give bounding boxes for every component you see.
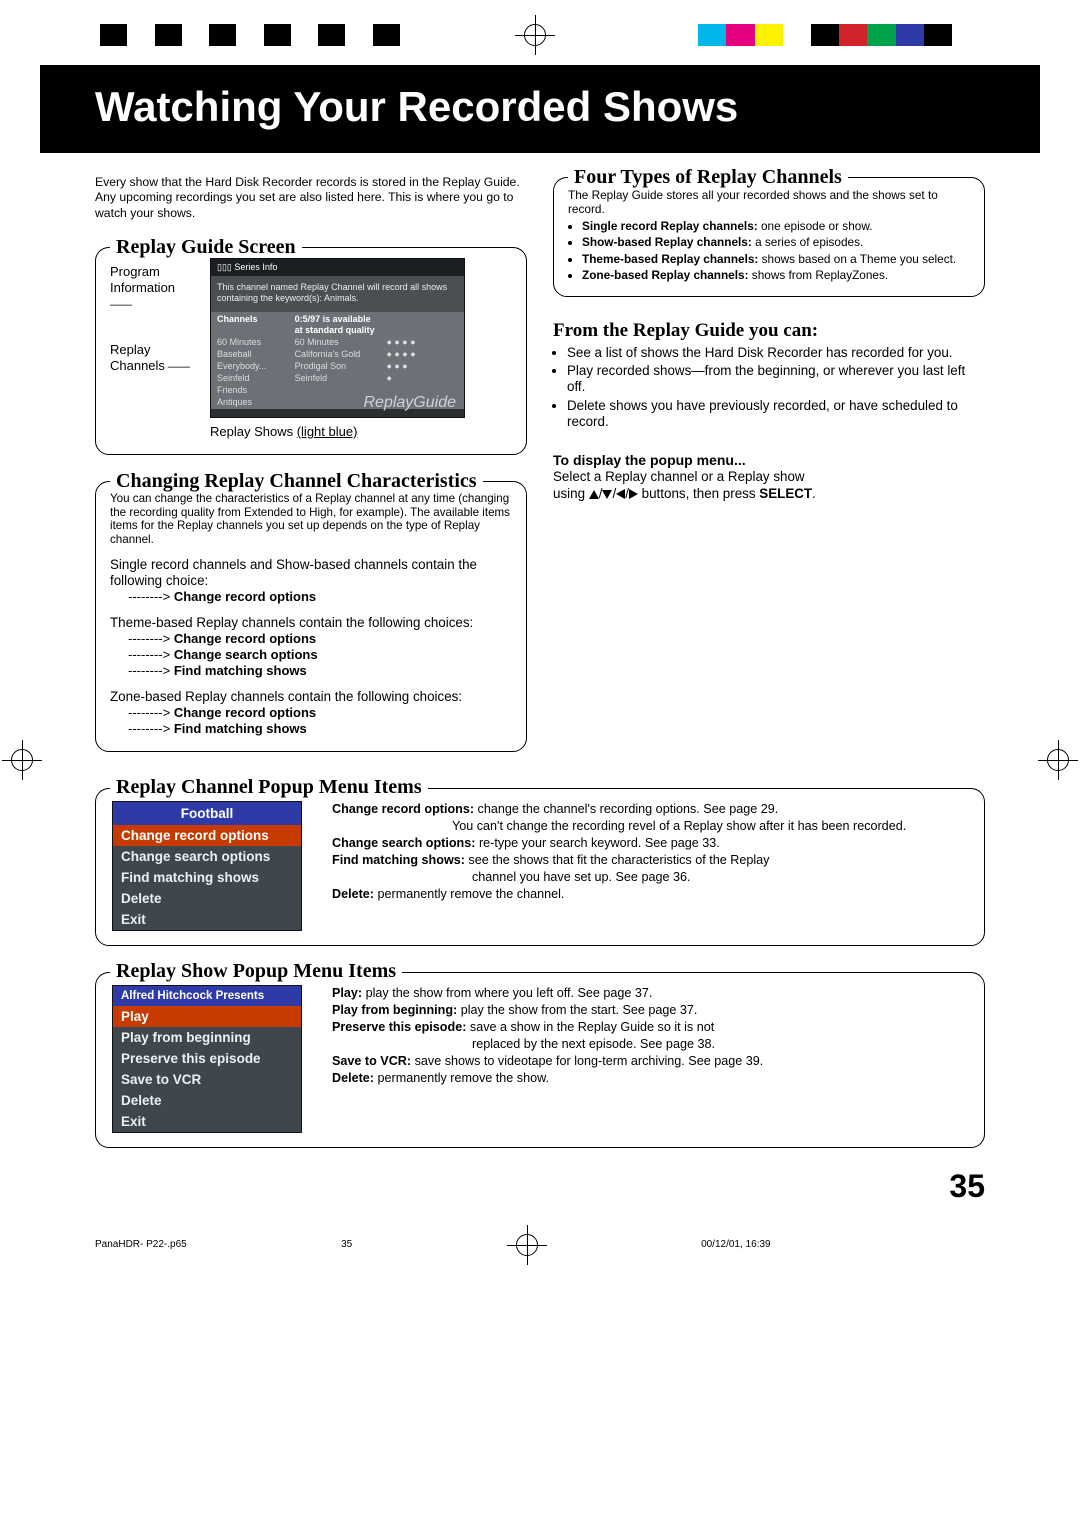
replayguide-caption: Replay Shows (light blue) [210,424,512,440]
reg-mark-right [1038,740,1078,780]
heading-changing: Changing Replay Channel Characteristics [110,469,483,493]
heading-show-popup: Replay Show Popup Menu Items [110,960,402,983]
reg-mark-left [2,740,42,780]
popup-p1: Select a Replay channel or a Replay show [553,469,985,485]
option-line: --------> Change search options [128,647,512,663]
def-item: Save to VCR: save shows to videotape for… [332,1053,968,1070]
four-type-item: Theme-based Replay channels: shows based… [582,252,970,266]
box-changing-characteristics: Changing Replay Channel Characteristics … [95,481,527,752]
footer-pg: 35 [341,1239,352,1250]
four-type-item: Zone-based Replay channels: shows from R… [582,268,970,282]
def-item: Delete: permanently remove the channel. [332,886,968,903]
option-line: --------> Find matching shows [128,721,512,737]
option-line: --------> Change record options [128,705,512,721]
page-number: 35 [40,1168,985,1205]
footer: PanaHDR- P22-.p65 35 00/12/01, 16:39 [40,1205,1040,1273]
def-item: Change record options: change the channe… [332,801,968,818]
label-program-info: Program Information [110,264,200,313]
from-guide-item: Play recorded shows—from the beginning, … [567,363,985,396]
def-item: Preserve this episode: save a show in th… [332,1019,968,1036]
heading-popup-display: To display the popup menu... [553,452,985,469]
changing-p1: You can change the characteristics of a … [110,492,512,548]
def-item: Play: play the show from where you left … [332,985,968,1002]
heading-replay-guide: Replay Guide Screen [110,235,302,259]
page-title: Watching Your Recorded Shows [95,83,985,131]
four-p: The Replay Guide stores all your recorde… [568,188,970,217]
from-guide-item: See a list of shows the Hard Disk Record… [567,345,985,361]
print-color-bars [40,20,1040,50]
heading-channel-popup: Replay Channel Popup Menu Items [110,776,428,799]
changing-p4: Zone-based Replay channels contain the f… [110,689,512,705]
changing-p3: Theme-based Replay channels contain the … [110,615,512,631]
show-menu-screenshot: Alfred Hitchcock Presents Play Play from… [112,985,302,1133]
intro-text: Every show that the Hard Disk Recorder r… [95,175,527,221]
replayguide-screenshot: ▯▯▯ Series Info This channel named Repla… [210,258,465,418]
changing-p2: Single record channels and Show-based ch… [110,557,512,589]
option-line: --------> Change record options [128,589,512,605]
label-replay-channels: Replay Channels [110,342,200,374]
page-title-band: Watching Your Recorded Shows [40,65,1040,153]
heading-from-guide: From the Replay Guide you can: [553,319,985,342]
footer-ts: 00/12/01, 16:39 [701,1239,771,1250]
four-type-item: Single record Replay channels: one episo… [582,219,970,233]
reg-mark-bottom [507,1225,547,1265]
footer-file: PanaHDR- P22-.p65 [95,1239,187,1250]
four-type-item: Show-based Replay channels: a series of … [582,235,970,249]
box-replay-guide: Replay Guide Screen Program Information … [95,247,527,455]
reg-mark-top [515,15,555,55]
def-item: Find matching shows: see the shows that … [332,852,968,869]
from-guide-item: Delete shows you have previously recorde… [567,398,985,431]
channel-menu-screenshot: Football Change record options Change se… [112,801,302,931]
option-line: --------> Find matching shows [128,663,512,679]
box-channel-popup: Replay Channel Popup Menu Items Football… [95,788,985,946]
def-item: Delete: permanently remove the show. [332,1070,968,1087]
def-item: Change search options: re-type your sear… [332,835,968,852]
box-show-popup: Replay Show Popup Menu Items Alfred Hitc… [95,972,985,1148]
def-item: Play from beginning: play the show from … [332,1002,968,1019]
popup-p2: using /// buttons, then press SELECT. [553,486,985,502]
box-four-types: Four Types of Replay Channels The Replay… [553,177,985,297]
option-line: --------> Change record options [128,631,512,647]
heading-four-types: Four Types of Replay Channels [568,165,848,189]
